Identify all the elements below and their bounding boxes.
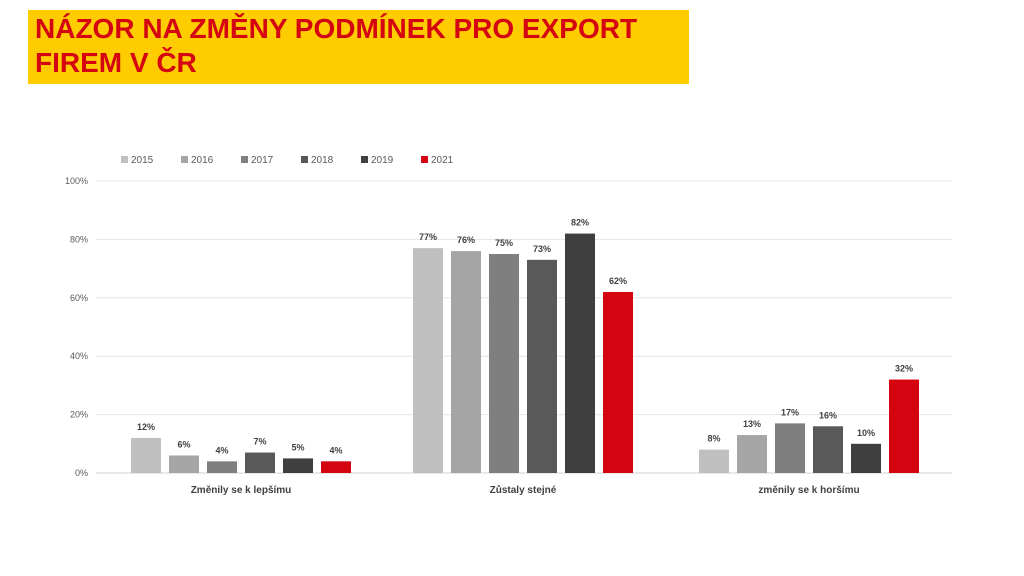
y-tick-label: 0% (75, 468, 88, 478)
chart-bars (131, 233, 919, 473)
bar-value-label: 16% (819, 410, 837, 420)
legend-swatch-2017 (241, 156, 248, 163)
bar-value-label: 10% (857, 428, 875, 438)
bar-2015-3 (699, 449, 729, 473)
bar-value-label: 4% (215, 445, 228, 455)
legend-label: 2021 (431, 155, 454, 166)
y-axis-tick-labels: 0% 20% 40% 60% 80% 100% (65, 176, 88, 478)
legend-label: 2017 (251, 155, 274, 166)
bar-2016-3 (737, 435, 767, 473)
bar-value-label: 4% (329, 445, 342, 455)
legend-swatch-2018 (301, 156, 308, 163)
bar-value-label: 76% (457, 235, 475, 245)
y-tick-label: 40% (70, 351, 88, 361)
x-axis-category-labels: Změnily se k lepšímu Zůstaly stejné změnil… (191, 484, 860, 496)
legend-swatch-2016 (181, 156, 188, 163)
bar-2019-2 (565, 233, 595, 473)
bar-2016-1 (169, 455, 199, 473)
bar-2019-3 (851, 443, 881, 473)
legend-swatch-2019 (361, 156, 368, 163)
y-tick-label: 20% (70, 410, 88, 420)
bar-value-label: 77% (419, 232, 437, 242)
bar-2018-2 (527, 259, 557, 473)
bar-2018-3 (813, 426, 843, 473)
bar-2021-2 (603, 291, 633, 473)
bar-value-label: 5% (291, 442, 304, 452)
legend-swatch-2015 (121, 156, 128, 163)
chart-gridlines (96, 180, 952, 474)
bar-value-label: 13% (743, 419, 761, 429)
y-tick-label: 80% (70, 234, 88, 244)
bar-2018-1 (245, 452, 275, 473)
legend-label: 2016 (191, 155, 214, 166)
slide-title: NÁZOR NA ZMĚNY PODMÍNEK PRO EXPORT FIREM … (35, 12, 637, 80)
x-category-label: Zůstaly stejné (490, 484, 557, 496)
bar-value-label: 75% (495, 238, 513, 248)
x-category-label: změnily se k horšímu (758, 485, 859, 496)
chart-data-labels: 12% 6% 4% 7% 5% 4% 77% 76% 75% 73% 82% 62% 8% 13% 17% 1… (137, 218, 913, 456)
chart-legend: 2015 2016 2017 2018 2019 2021 (121, 155, 454, 166)
bar-value-label: 73% (533, 244, 551, 254)
slide-title-line-2: FIREM V ČR (35, 47, 197, 78)
bar-2015-2 (413, 248, 443, 473)
bar-value-label: 6% (177, 439, 190, 449)
legend-label: 2018 (311, 155, 334, 166)
slide-title-line-1: NÁZOR NA ZMĚNY PODMÍNEK PRO EXPORT (35, 13, 638, 44)
bar-value-label: 32% (895, 364, 913, 374)
legend-label: 2015 (131, 155, 154, 166)
bar-value-label: 17% (781, 407, 799, 417)
bar-2017-3 (775, 423, 805, 473)
y-tick-label: 60% (70, 293, 88, 303)
title-band: NÁZOR NA ZMĚNY PODMÍNEK PRO EXPORT FIREM … (28, 10, 689, 84)
bar-value-label: 7% (253, 437, 266, 447)
bar-2016-2 (451, 251, 481, 473)
bar-2017-1 (207, 461, 237, 473)
bar-value-label: 82% (571, 218, 589, 228)
legend-swatch-2021 (421, 156, 428, 163)
bar-2019-1 (283, 458, 313, 473)
bar-2021-1 (321, 461, 351, 473)
bar-2015-1 (131, 437, 161, 473)
bar-2017-2 (489, 254, 519, 473)
y-tick-label: 100% (65, 176, 88, 186)
bar-value-label: 12% (137, 422, 155, 432)
bar-value-label: 8% (707, 434, 720, 444)
x-category-label: Změnily se k lepšímu (191, 485, 292, 496)
bar-2021-3 (889, 379, 919, 473)
legend-label: 2019 (371, 155, 394, 166)
bar-value-label: 62% (609, 276, 627, 286)
